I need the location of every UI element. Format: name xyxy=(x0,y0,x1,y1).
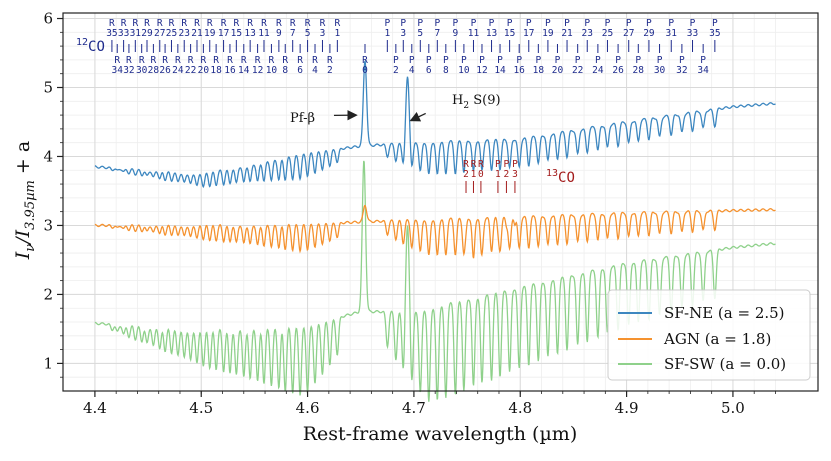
R-bottom-j-label: 18 xyxy=(210,65,222,76)
R-bottom-j-label: 34 xyxy=(112,65,124,76)
R-top-j-label: 27 xyxy=(154,28,165,39)
P-top-j-label: 15 xyxy=(504,28,515,39)
P-bottom-j-label: 2 xyxy=(393,65,399,76)
P-bottom-j-label: 28 xyxy=(633,65,645,76)
R-bottom-j-label: 22 xyxy=(185,65,196,76)
R-bottom-j-label: 6 xyxy=(297,65,303,76)
legend-label-sf-ne: SF-NE (a = 2.5) xyxy=(664,304,785,322)
R-top-j-label: 21 xyxy=(191,28,203,39)
P-bottom-j-label: 6 xyxy=(426,65,432,76)
P-bottom-j-label: 12 xyxy=(476,65,487,76)
x-tick-label: 4.5 xyxy=(189,399,213,417)
x-tick-label: 5.0 xyxy=(721,399,745,417)
legend-label-agn: AGN (a = 1.8) xyxy=(663,330,771,348)
P-top-j-label: 35 xyxy=(709,28,720,39)
R-top-j-label: 11 xyxy=(258,28,270,39)
co13-j-label: 3 xyxy=(512,169,518,180)
R-top-j-label: 25 xyxy=(166,28,177,39)
P-bottom-j-label: 14 xyxy=(494,65,506,76)
R-bottom-j-label: 32 xyxy=(123,65,134,76)
co13-j-label: 2 xyxy=(463,169,469,180)
R-top-j-label: 1 xyxy=(334,28,340,39)
R-bottom-j-label: 2 xyxy=(327,65,333,76)
R-bottom-j-label: 16 xyxy=(224,65,236,76)
P-top-j-label: 5 xyxy=(417,28,423,39)
R-bottom-j-label: 20 xyxy=(198,65,210,76)
P-bottom-j-label: 24 xyxy=(592,65,604,76)
P-top-j-label: 25 xyxy=(602,28,613,39)
R-top-j-label: 33 xyxy=(118,28,129,39)
R-top-j-label: 19 xyxy=(204,28,216,39)
R-bottom-j-label: 8 xyxy=(282,65,288,76)
y-tick-label: 6 xyxy=(43,10,53,28)
R-bottom-j-label: 4 xyxy=(312,65,318,76)
P-top-j-label: 3 xyxy=(400,28,406,39)
R-bottom-j-label: 24 xyxy=(172,65,184,76)
R-bottom-j-label: 0 xyxy=(362,65,368,76)
P-bottom-j-label: 20 xyxy=(552,65,564,76)
P-bottom-j-label: 30 xyxy=(654,65,666,76)
P-top-j-label: 17 xyxy=(523,28,534,39)
y-tick-label: 3 xyxy=(43,216,53,234)
y-tick-label: 4 xyxy=(43,147,53,165)
P-top-j-label: 1 xyxy=(384,28,390,39)
R-top-j-label: 23 xyxy=(178,28,189,39)
y-tick-label: 5 xyxy=(43,78,53,96)
annotation-pf-beta: Pf-β xyxy=(290,111,315,126)
P-bottom-j-label: 8 xyxy=(443,65,449,76)
P-top-j-label: 21 xyxy=(561,28,573,39)
x-axis-label: Rest-frame wavelength (µm) xyxy=(303,423,578,445)
R-top-j-label: 7 xyxy=(290,28,296,39)
x-tick-label: 4.8 xyxy=(508,399,532,417)
P-bottom-j-label: 22 xyxy=(572,65,583,76)
P-top-j-label: 23 xyxy=(582,28,593,39)
x-tick-label: 4.6 xyxy=(296,399,320,417)
y-tick-label: 1 xyxy=(43,354,53,372)
co13-j-label: 2 xyxy=(504,169,510,180)
P-bottom-j-label: 18 xyxy=(533,65,545,76)
R-bottom-j-label: 30 xyxy=(136,65,148,76)
co13-j-label: 1 xyxy=(495,169,501,180)
x-tick-label: 4.9 xyxy=(615,399,639,417)
R-top-j-label: 13 xyxy=(244,28,255,39)
x-tick-label: 4.4 xyxy=(83,399,107,417)
R-top-j-label: 15 xyxy=(231,28,242,39)
R-top-j-label: 9 xyxy=(276,28,282,39)
R-top-j-label: 29 xyxy=(141,28,153,39)
P-top-j-label: 19 xyxy=(542,28,554,39)
P-top-j-label: 33 xyxy=(687,28,698,39)
P-top-j-label: 13 xyxy=(486,28,497,39)
P-bottom-j-label: 16 xyxy=(513,65,525,76)
co13-j-label: 0 xyxy=(478,169,484,180)
x-tick-label: 4.7 xyxy=(402,399,426,417)
R-top-j-label: 5 xyxy=(305,28,311,39)
R-bottom-j-label: 12 xyxy=(252,65,263,76)
P-top-j-label: 9 xyxy=(453,28,459,39)
P-top-j-label: 27 xyxy=(623,28,634,39)
P-top-j-label: 11 xyxy=(468,28,480,39)
P-bottom-j-label: 34 xyxy=(697,65,709,76)
legend: SF-NE (a = 2.5) AGN (a = 1.8) SF-SW (a =… xyxy=(608,290,810,380)
legend-label-sf-sw: SF-SW (a = 0.0) xyxy=(664,355,786,373)
P-top-j-label: 31 xyxy=(666,28,678,39)
P-top-j-label: 7 xyxy=(434,28,440,39)
co13-j-label: 1 xyxy=(471,169,477,180)
R-bottom-j-label: 26 xyxy=(159,65,171,76)
R-bottom-j-label: 10 xyxy=(266,65,278,76)
R-bottom-j-label: 28 xyxy=(148,65,160,76)
P-bottom-j-label: 26 xyxy=(612,65,624,76)
R-bottom-j-label: 14 xyxy=(238,65,250,76)
P-bottom-j-label: 32 xyxy=(676,65,687,76)
R-top-j-label: 35 xyxy=(106,28,117,39)
R-top-j-label: 31 xyxy=(130,28,142,39)
P-bottom-j-label: 10 xyxy=(458,65,470,76)
P-bottom-j-label: 4 xyxy=(409,65,415,76)
y-tick-label: 2 xyxy=(43,285,53,303)
P-top-j-label: 29 xyxy=(643,28,655,39)
R-top-j-label: 3 xyxy=(320,28,326,39)
R-top-j-label: 17 xyxy=(218,28,229,39)
